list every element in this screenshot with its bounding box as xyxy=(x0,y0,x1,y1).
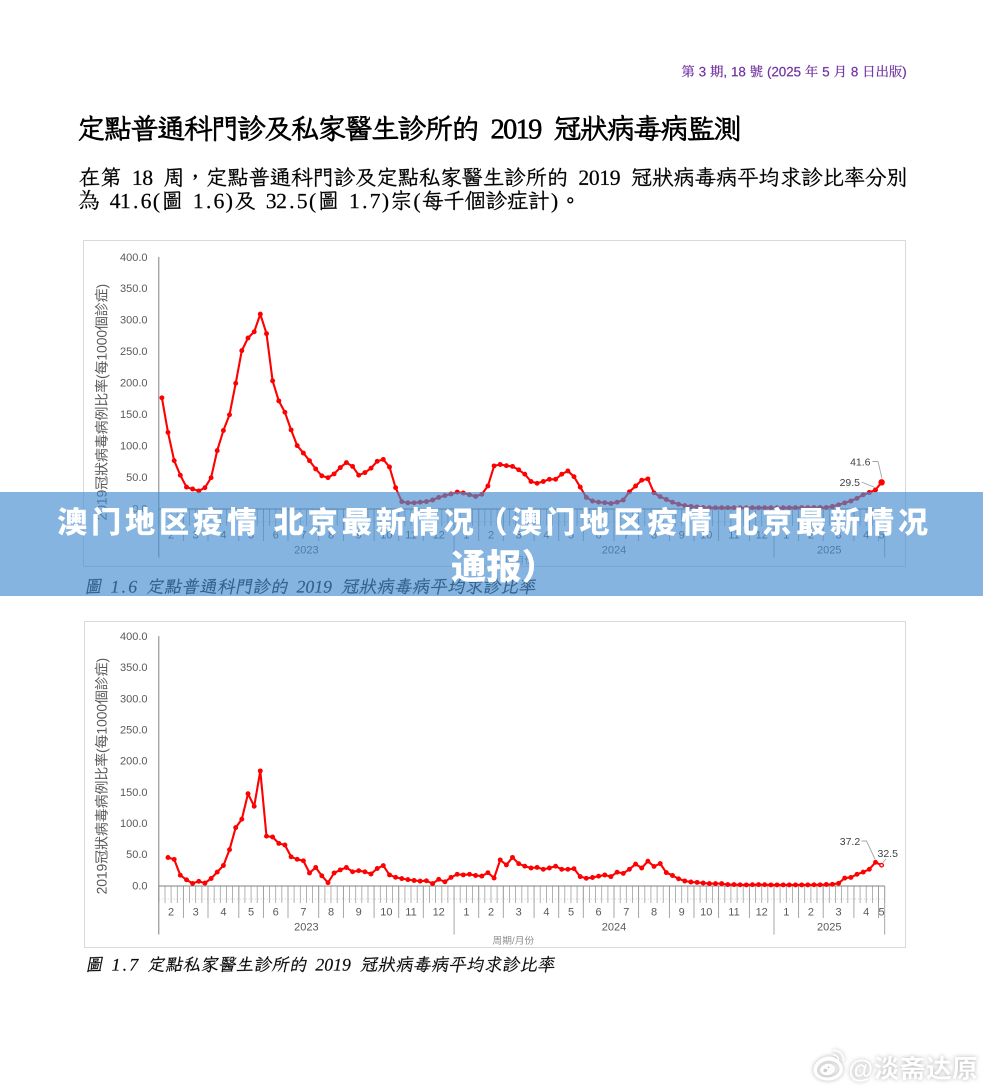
svg-text:0.0: 0.0 xyxy=(132,880,147,892)
svg-text:2: 2 xyxy=(808,907,814,919)
svg-text:29.5: 29.5 xyxy=(840,477,861,489)
svg-text:2023: 2023 xyxy=(294,922,318,934)
svg-text:3: 3 xyxy=(516,907,522,919)
svg-text:7: 7 xyxy=(623,907,629,919)
svg-text:12: 12 xyxy=(433,907,445,919)
svg-text:2025: 2025 xyxy=(817,922,841,934)
svg-text:350.0: 350.0 xyxy=(120,283,148,295)
svg-text:8: 8 xyxy=(651,907,657,919)
svg-text:150.0: 150.0 xyxy=(120,409,148,421)
svg-text:6: 6 xyxy=(596,907,602,919)
svg-text:11: 11 xyxy=(728,907,739,919)
svg-text:7: 7 xyxy=(300,907,306,919)
svg-text:2: 2 xyxy=(488,907,494,919)
svg-text:100.0: 100.0 xyxy=(120,441,148,453)
svg-text:5: 5 xyxy=(879,907,885,919)
svg-text:11: 11 xyxy=(405,907,416,919)
svg-text:150.0: 150.0 xyxy=(120,787,148,799)
svg-text:32.5: 32.5 xyxy=(878,848,899,860)
svg-text:300.0: 300.0 xyxy=(120,693,148,705)
svg-text:50.0: 50.0 xyxy=(126,849,147,861)
svg-text:400.0: 400.0 xyxy=(120,631,148,643)
svg-text:200.0: 200.0 xyxy=(120,378,148,390)
svg-text:3: 3 xyxy=(193,907,199,919)
svg-text:400.0: 400.0 xyxy=(120,252,148,264)
svg-text:3: 3 xyxy=(836,907,842,919)
svg-text:1: 1 xyxy=(463,907,469,919)
svg-text:8: 8 xyxy=(328,907,334,919)
svg-text:200.0: 200.0 xyxy=(120,756,148,768)
svg-text:5: 5 xyxy=(568,907,574,919)
svg-text:1: 1 xyxy=(783,907,789,919)
svg-text:9: 9 xyxy=(679,907,685,919)
svg-text:4: 4 xyxy=(543,907,549,919)
svg-text:2: 2 xyxy=(168,907,174,919)
svg-text:41.6: 41.6 xyxy=(850,457,871,469)
svg-text:9: 9 xyxy=(356,907,362,919)
svg-text:50.0: 50.0 xyxy=(126,472,147,484)
svg-text:300.0: 300.0 xyxy=(120,315,148,327)
svg-text:2024: 2024 xyxy=(602,922,626,934)
svg-text:6: 6 xyxy=(273,907,279,919)
svg-text:250.0: 250.0 xyxy=(120,725,148,737)
svg-text:4: 4 xyxy=(220,907,226,919)
svg-text:37.2: 37.2 xyxy=(840,836,861,848)
svg-text:10: 10 xyxy=(700,907,712,919)
svg-text:350.0: 350.0 xyxy=(120,662,148,674)
svg-text:5: 5 xyxy=(248,907,254,919)
svg-text:4: 4 xyxy=(863,907,869,919)
svg-text:12: 12 xyxy=(756,907,768,919)
svg-text:100.0: 100.0 xyxy=(120,818,148,830)
svg-text:10: 10 xyxy=(380,907,392,919)
svg-text:250.0: 250.0 xyxy=(120,346,148,358)
